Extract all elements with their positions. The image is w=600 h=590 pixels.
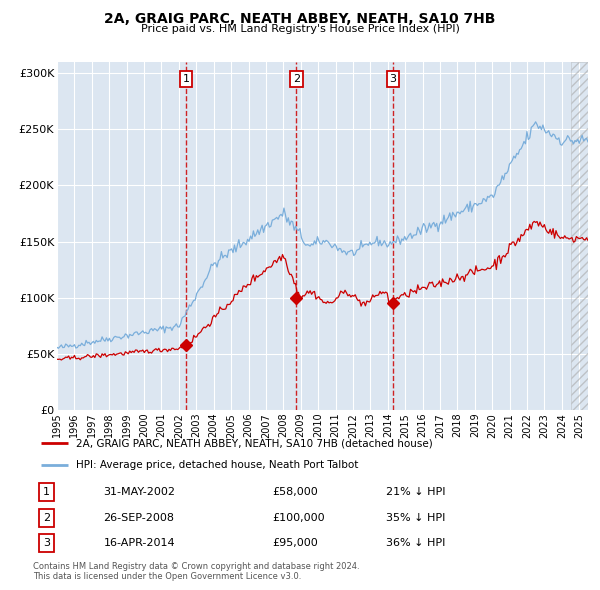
Text: 26-SEP-2008: 26-SEP-2008 — [104, 513, 175, 523]
Text: 1: 1 — [182, 74, 190, 84]
Text: £100,000: £100,000 — [272, 513, 325, 523]
Text: 2A, GRAIG PARC, NEATH ABBEY, NEATH, SA10 7HB (detached house): 2A, GRAIG PARC, NEATH ABBEY, NEATH, SA10… — [76, 438, 433, 448]
Text: 3: 3 — [389, 74, 397, 84]
Text: 1: 1 — [43, 487, 50, 497]
Text: This data is licensed under the Open Government Licence v3.0.: This data is licensed under the Open Gov… — [33, 572, 301, 581]
Text: 36% ↓ HPI: 36% ↓ HPI — [386, 538, 445, 548]
Text: 2A, GRAIG PARC, NEATH ABBEY, NEATH, SA10 7HB: 2A, GRAIG PARC, NEATH ABBEY, NEATH, SA10… — [104, 12, 496, 26]
Text: Price paid vs. HM Land Registry's House Price Index (HPI): Price paid vs. HM Land Registry's House … — [140, 24, 460, 34]
Text: 35% ↓ HPI: 35% ↓ HPI — [386, 513, 445, 523]
Text: 31-MAY-2002: 31-MAY-2002 — [104, 487, 176, 497]
Text: 21% ↓ HPI: 21% ↓ HPI — [386, 487, 445, 497]
Text: 3: 3 — [43, 538, 50, 548]
Text: Contains HM Land Registry data © Crown copyright and database right 2024.: Contains HM Land Registry data © Crown c… — [33, 562, 359, 571]
Text: 16-APR-2014: 16-APR-2014 — [104, 538, 175, 548]
Text: £95,000: £95,000 — [272, 538, 317, 548]
Text: HPI: Average price, detached house, Neath Port Talbot: HPI: Average price, detached house, Neat… — [76, 460, 359, 470]
Text: 2: 2 — [293, 74, 300, 84]
Text: £58,000: £58,000 — [272, 487, 317, 497]
Text: 2: 2 — [43, 513, 50, 523]
